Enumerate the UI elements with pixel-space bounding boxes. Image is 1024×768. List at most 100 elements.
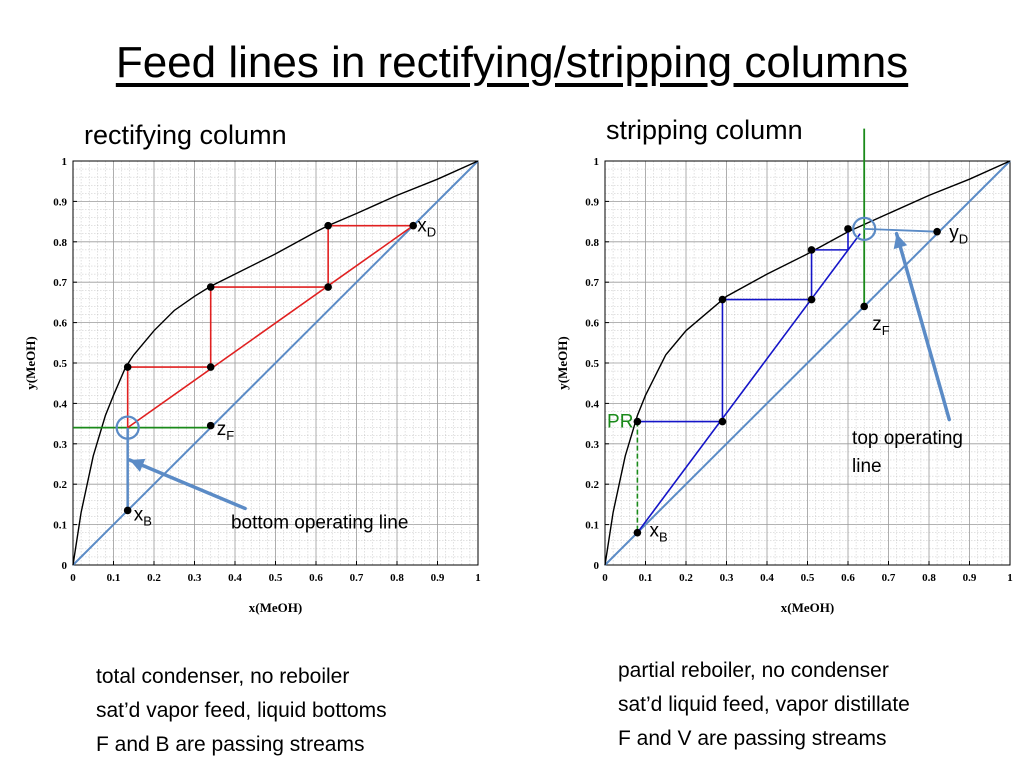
- grid: [73, 161, 478, 565]
- x-tick-label: 0.6: [309, 572, 323, 584]
- x-tick-label: 0.6: [841, 572, 855, 584]
- callout-arrow: [894, 231, 951, 422]
- y-tick-label: 0.6: [585, 318, 599, 330]
- data-point: [718, 417, 727, 426]
- x-tick-label: 0.4: [760, 572, 774, 584]
- y-tick-label: 0.3: [585, 439, 599, 451]
- note-line: partial reboiler, no condenser: [618, 659, 889, 682]
- data-point: [844, 225, 852, 233]
- y-tick-label: 0: [62, 560, 68, 572]
- x-tick-label: 0.2: [679, 572, 693, 584]
- data-point: [633, 528, 642, 537]
- x-tick-label: 0.5: [801, 572, 815, 584]
- feed-stage-circle: [852, 216, 877, 241]
- data-point: [123, 363, 132, 371]
- equilibrium-curve: [72, 160, 479, 566]
- x-tick-label: 0: [602, 572, 608, 584]
- x-tick-label: 1: [1007, 572, 1013, 584]
- x-tick-label: 0.9: [431, 572, 445, 584]
- data-point: [206, 421, 215, 430]
- data-point: [123, 506, 132, 515]
- y-tick-label: 0.5: [53, 358, 67, 370]
- x-axis-label: x(MeOH): [249, 600, 302, 615]
- rectifying-notes: total condenser, no reboiler sat’d vapor…: [96, 660, 387, 762]
- data-point: [807, 246, 816, 254]
- stripping-column-title: stripping column: [606, 115, 803, 145]
- y-axis-label: y(MeOH): [23, 336, 38, 389]
- operating-line: [127, 224, 414, 429]
- x-tick-label: 0.8: [922, 572, 936, 584]
- x-tick-label: 0.2: [147, 572, 161, 584]
- x-tick-label: 0.7: [882, 572, 896, 584]
- note-line: F and V are passing streams: [618, 727, 887, 750]
- callout-label: top operating line: [852, 428, 963, 477]
- x-tick-label: 0.8: [390, 572, 404, 584]
- x-axis-label: x(MeOH): [781, 600, 834, 615]
- y-tick-label: 0: [594, 560, 600, 572]
- y-axis-label: y(MeOH): [555, 336, 570, 389]
- y-tick-label: 0.9: [53, 196, 67, 208]
- data-point: [206, 283, 215, 291]
- rectifying-column-title: rectifying column: [84, 120, 287, 150]
- point-label: xB: [134, 505, 152, 529]
- callout-arrowhead: [893, 233, 908, 250]
- y-tick-label: 0.8: [585, 237, 599, 249]
- slide-title: Feed lines in rectifying/stripping colum…: [115, 38, 909, 87]
- x-tick-label: 0.5: [269, 572, 283, 584]
- callout-arrowhead: [129, 458, 146, 472]
- x-tick-label: 0.7: [350, 572, 364, 584]
- y-tick-label: 0.9: [585, 196, 599, 208]
- grid: [605, 161, 1010, 565]
- stripping-chart: 00 0.1 0.1 0.2 0.2 0.3 0.3 0.4 0.4 0.5 0.5 0.6 0.6 0.…: [555, 128, 1013, 615]
- y-tick-label: 0.1: [585, 520, 599, 532]
- callout-arrow: [127, 458, 247, 511]
- data-point: [324, 283, 332, 291]
- x-tick-label: 1: [475, 572, 481, 584]
- data-point: [933, 227, 941, 236]
- y-tick-label: 0.7: [53, 277, 67, 289]
- y-tick-label: 0.6: [53, 318, 67, 330]
- callout-label: bottom operating line: [231, 513, 408, 534]
- data-point: [633, 417, 642, 426]
- y-tick-label: 1: [594, 156, 600, 168]
- y-tick-label: 0.2: [585, 479, 599, 491]
- y-tick-label: 0.4: [585, 398, 599, 410]
- y-tick-label: 0.3: [53, 439, 67, 451]
- point-label: yD: [949, 223, 968, 247]
- y-tick-label: 0.4: [53, 398, 67, 410]
- x-tick-label: 0.1: [639, 572, 653, 584]
- x-tick-label: 0: [70, 572, 76, 584]
- top-operating-line: [864, 227, 938, 233]
- y-tick-label: 0.5: [585, 358, 599, 370]
- x-tick-label: 0.3: [720, 572, 734, 584]
- x-tick-label: 0.4: [228, 572, 242, 584]
- y-tick-label: 0.2: [53, 479, 67, 491]
- data-point: [860, 302, 868, 311]
- data-point: [718, 295, 727, 304]
- point-label: zF: [217, 419, 235, 443]
- rectifying-chart: 00 0.1 0.1 0.2 0.2 0.3 0.3 0.4 0.4 0.5 0.5 0.6 0.6 0.…: [23, 156, 481, 615]
- note-line: sat’d liquid feed, vapor distillate: [618, 693, 910, 716]
- note-line: F and B are passing streams: [96, 733, 365, 756]
- equilibrium-curve: [604, 160, 1011, 566]
- pr-label: PR: [607, 412, 633, 433]
- y-tick-label: 0.7: [585, 277, 599, 289]
- point-label: xD: [417, 216, 436, 240]
- feed-stage-circle: [115, 415, 140, 440]
- x-tick-label: 0.9: [963, 572, 977, 584]
- point-label: zF: [872, 314, 890, 338]
- data-point: [807, 295, 816, 304]
- y-tick-label: 1: [62, 156, 68, 168]
- note-line: total condenser, no reboiler: [96, 665, 350, 688]
- data-point: [206, 363, 215, 371]
- x-tick-label: 0.3: [188, 572, 202, 584]
- y-tick-label: 0.1: [53, 520, 67, 532]
- stripping-notes: partial reboiler, no condenser sat’d liq…: [618, 654, 910, 756]
- data-point: [324, 221, 332, 230]
- operating-line: [636, 233, 861, 534]
- note-line: sat’d vapor feed, liquid bottoms: [96, 699, 387, 722]
- point-label: xB: [650, 521, 668, 545]
- diagonal-line: [604, 160, 1011, 566]
- data-point: [409, 221, 418, 230]
